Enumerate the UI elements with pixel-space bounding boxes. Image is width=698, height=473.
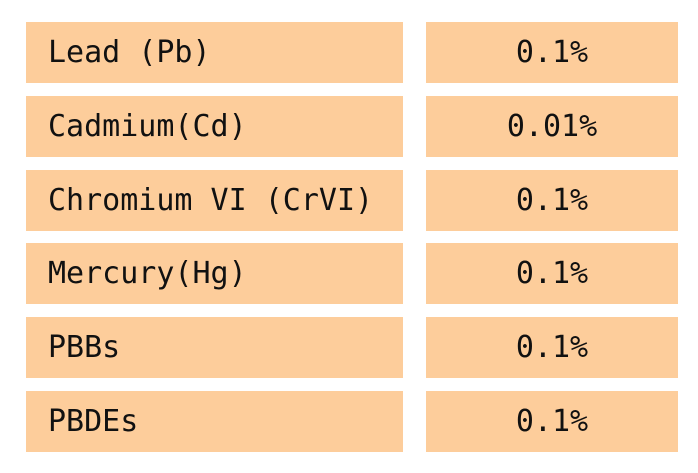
limit-value-cell: 0.1% [426,243,678,304]
limit-value-cell: 0.01% [426,96,678,157]
substance-name-cell: Cadmium(Cd) [26,96,403,157]
substance-name-cell: Mercury(Hg) [26,243,403,304]
limit-value-cell: 0.1% [426,391,678,452]
limit-value-cell: 0.1% [426,22,678,83]
limit-value-cell: 0.1% [426,170,678,231]
substance-name-cell: PBBs [26,317,403,378]
substance-name-cell: Lead (Pb) [26,22,403,83]
limit-value-cell: 0.1% [426,317,678,378]
substance-name-cell: Chromium VI (CrVI) [26,170,403,231]
substance-name-cell: PBDEs [26,391,403,452]
